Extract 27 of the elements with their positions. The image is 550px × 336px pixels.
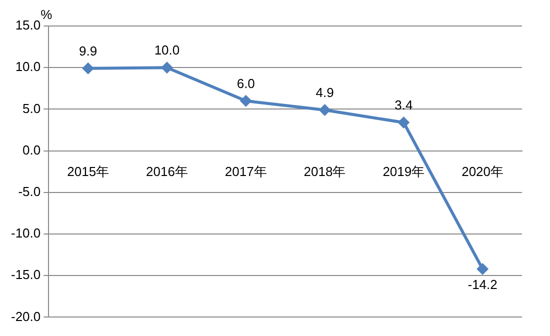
x-tick-label: 2020年 xyxy=(462,164,504,180)
point xyxy=(398,116,410,129)
data-label: -14.2 xyxy=(468,277,498,292)
y-tick-label: 10.0 xyxy=(15,59,41,74)
y-tick-label: 0.0 xyxy=(22,142,41,158)
x-tick-label: 2018年 xyxy=(304,164,346,180)
data-label: 4.9 xyxy=(316,85,334,100)
y-tick-label: 5.0 xyxy=(22,100,41,116)
point xyxy=(82,62,94,74)
point xyxy=(160,62,173,74)
x-tick-label: 2015年 xyxy=(67,164,110,180)
y-axis-title: % xyxy=(40,7,53,22)
y-tick-label: -10.0 xyxy=(10,226,41,241)
point xyxy=(240,94,252,107)
x-tick-label: 2019年 xyxy=(382,164,425,180)
data-label: 3.4 xyxy=(394,98,413,113)
y-tick-label: -20.0 xyxy=(10,308,41,324)
x-tick-label: 2016年 xyxy=(146,164,188,180)
y-tick-label: -15.0 xyxy=(10,267,41,282)
x-tick-label: 2017年 xyxy=(224,164,267,180)
data-label: 9.9 xyxy=(79,44,98,59)
point xyxy=(318,104,331,116)
y-tick-label: 15.0 xyxy=(15,18,41,33)
point xyxy=(476,262,489,275)
data-label: 6.0 xyxy=(236,76,255,91)
y-tick-label: -5.0 xyxy=(18,184,41,199)
data-label: 10.0 xyxy=(154,42,180,58)
